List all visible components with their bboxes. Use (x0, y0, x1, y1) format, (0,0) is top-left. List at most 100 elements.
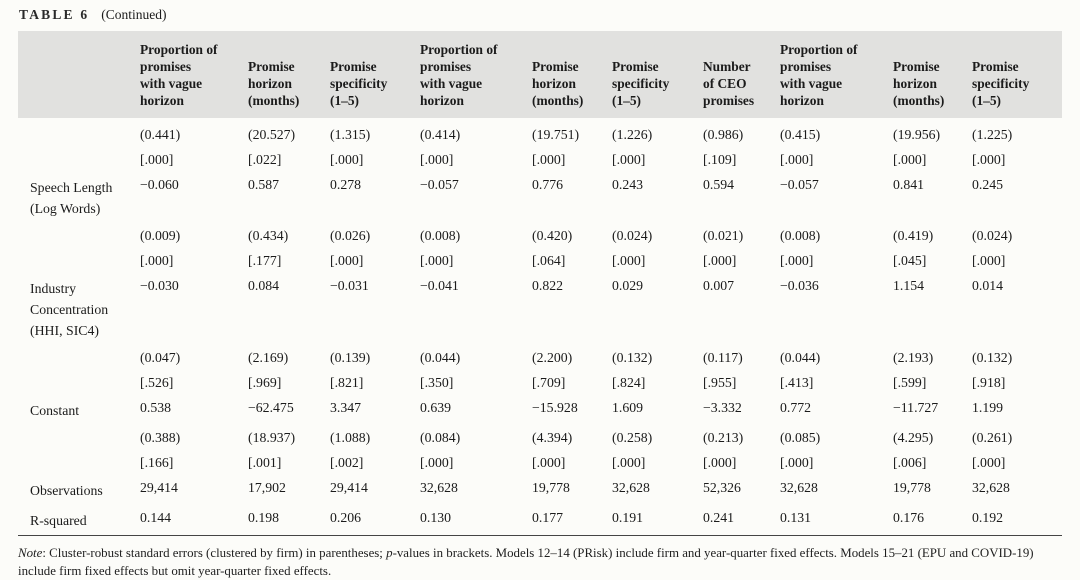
data-cell: (2.169) (248, 350, 289, 365)
row-label: R-squared (30, 513, 87, 528)
data-cell: [.109] (703, 152, 737, 167)
data-cell: (0.024) (972, 228, 1013, 243)
data-cell: [.969] (248, 375, 282, 390)
data-cell: 52,326 (703, 480, 741, 495)
data-cell: 1.154 (893, 278, 925, 293)
data-cell: [.821] (330, 375, 364, 390)
data-cell: [.918] (972, 375, 1006, 390)
data-cell: (0.047) (140, 350, 181, 365)
column-header: Proportion of promises with vague horizo… (780, 31, 893, 118)
data-cell: [.002] (330, 455, 364, 470)
data-cell: (20.527) (248, 127, 296, 142)
data-cell: (0.132) (972, 350, 1013, 365)
data-cell: (1.226) (612, 127, 653, 142)
footnote-note-label: Note (18, 546, 43, 560)
data-cell: (18.937) (248, 430, 296, 445)
column-header: Proportion of promises with vague horizo… (420, 31, 532, 118)
column-header: Promise specificity (1–5) (972, 31, 1062, 118)
data-cell: (2.193) (893, 350, 934, 365)
data-cell: (0.986) (703, 127, 744, 142)
data-cell: 0.029 (612, 278, 644, 293)
data-cell: (0.084) (420, 430, 461, 445)
data-cell: (1.225) (972, 127, 1013, 142)
data-cell: [.001] (248, 455, 282, 470)
table-row: (0.047) (2.169) (0.139) (0.044) (2.200) (0.13… (18, 345, 1062, 370)
data-cell: [.000] (612, 152, 646, 167)
data-cell: [.000] (972, 455, 1006, 470)
data-cell: (0.021) (703, 228, 744, 243)
data-cell: −0.060 (140, 177, 179, 192)
data-cell: (4.295) (893, 430, 934, 445)
data-cell: 0.538 (140, 400, 172, 415)
row-label (18, 118, 140, 147)
data-cell: 0.587 (248, 177, 280, 192)
data-cell: 19,778 (532, 480, 570, 495)
data-cell: (19.956) (893, 127, 941, 142)
data-cell: (1.088) (330, 430, 371, 445)
data-cell: −0.057 (420, 177, 459, 192)
data-cell: (0.009) (140, 228, 181, 243)
data-cell: 0.206 (330, 510, 362, 525)
row-label (18, 223, 140, 248)
row-label (18, 425, 140, 450)
data-cell: 0.639 (420, 400, 452, 415)
data-cell: 19,778 (893, 480, 931, 495)
data-cell: (0.261) (972, 430, 1013, 445)
column-header: Promise specificity (1–5) (330, 31, 420, 118)
data-cell: 0.144 (140, 510, 172, 525)
table-title: TABLE 6 (Continued) (18, 5, 1062, 31)
data-cell: (0.415) (780, 127, 821, 142)
footnote-text-1: : Cluster-robust standard errors (cluste… (42, 546, 387, 560)
data-cell: (0.024) (612, 228, 653, 243)
table-row: Observations 29,414 17,902 29,414 32,628 19,7… (18, 475, 1062, 505)
data-cell: [.000] (893, 152, 927, 167)
table-row: R-squared 0.144 0.198 0.206 0.130 0.177 0.191 0… (18, 505, 1062, 536)
data-cell: (1.315) (330, 127, 371, 142)
row-label: Constant (30, 403, 80, 418)
data-cell: [.000] (703, 455, 737, 470)
data-cell: 3.347 (330, 400, 362, 415)
data-cell: [.000] (140, 152, 174, 167)
data-cell: (0.044) (780, 350, 821, 365)
data-cell: (0.388) (140, 430, 181, 445)
footnote-p-italic: p (386, 546, 393, 560)
table-row: (0.009) (0.434) (0.026) (0.008) (0.420) (0.02… (18, 223, 1062, 248)
data-cell: −15.928 (532, 400, 578, 415)
data-cell: 0.131 (780, 510, 812, 525)
data-cell: [.000] (420, 253, 454, 268)
data-cell: [.000] (612, 455, 646, 470)
column-header: Number of CEO promises (703, 31, 780, 118)
data-cell: (19.751) (532, 127, 580, 142)
data-cell: [.022] (248, 152, 282, 167)
data-cell: [.350] (420, 375, 454, 390)
row-label (18, 370, 140, 395)
column-header: Proportion of promises with vague horizo… (140, 31, 248, 118)
data-cell: 32,628 (780, 480, 818, 495)
data-cell: [.000] (703, 253, 737, 268)
data-cell: 0.191 (612, 510, 644, 525)
data-cell: [.000] (330, 152, 364, 167)
data-cell: 0.776 (532, 177, 564, 192)
data-cell: [.000] (780, 455, 814, 470)
data-cell: [.000] (532, 152, 566, 167)
data-cell: (0.117) (703, 350, 743, 365)
data-cell: [.413] (780, 375, 814, 390)
data-cell: (2.200) (532, 350, 573, 365)
data-cell: [.526] (140, 375, 174, 390)
data-cell: 0.243 (612, 177, 644, 192)
data-cell: (0.419) (893, 228, 934, 243)
data-cell: 0.198 (248, 510, 280, 525)
data-cell: −0.036 (780, 278, 819, 293)
data-cell: [.045] (893, 253, 927, 268)
header-row: Proportion of promises with vague horizo… (18, 31, 1062, 118)
data-cell: −0.057 (780, 177, 819, 192)
data-cell: 32,628 (972, 480, 1010, 495)
data-cell: 1.199 (972, 400, 1004, 415)
data-cell: 0.007 (703, 278, 735, 293)
data-cell: (4.394) (532, 430, 573, 445)
data-cell: 0.192 (972, 510, 1004, 525)
table-row: [.000] [.177] [.000] [.000] [.064] [.000] [.00… (18, 248, 1062, 273)
data-cell: 29,414 (140, 480, 178, 495)
row-label: Speech Length (Log Words) (30, 180, 113, 216)
